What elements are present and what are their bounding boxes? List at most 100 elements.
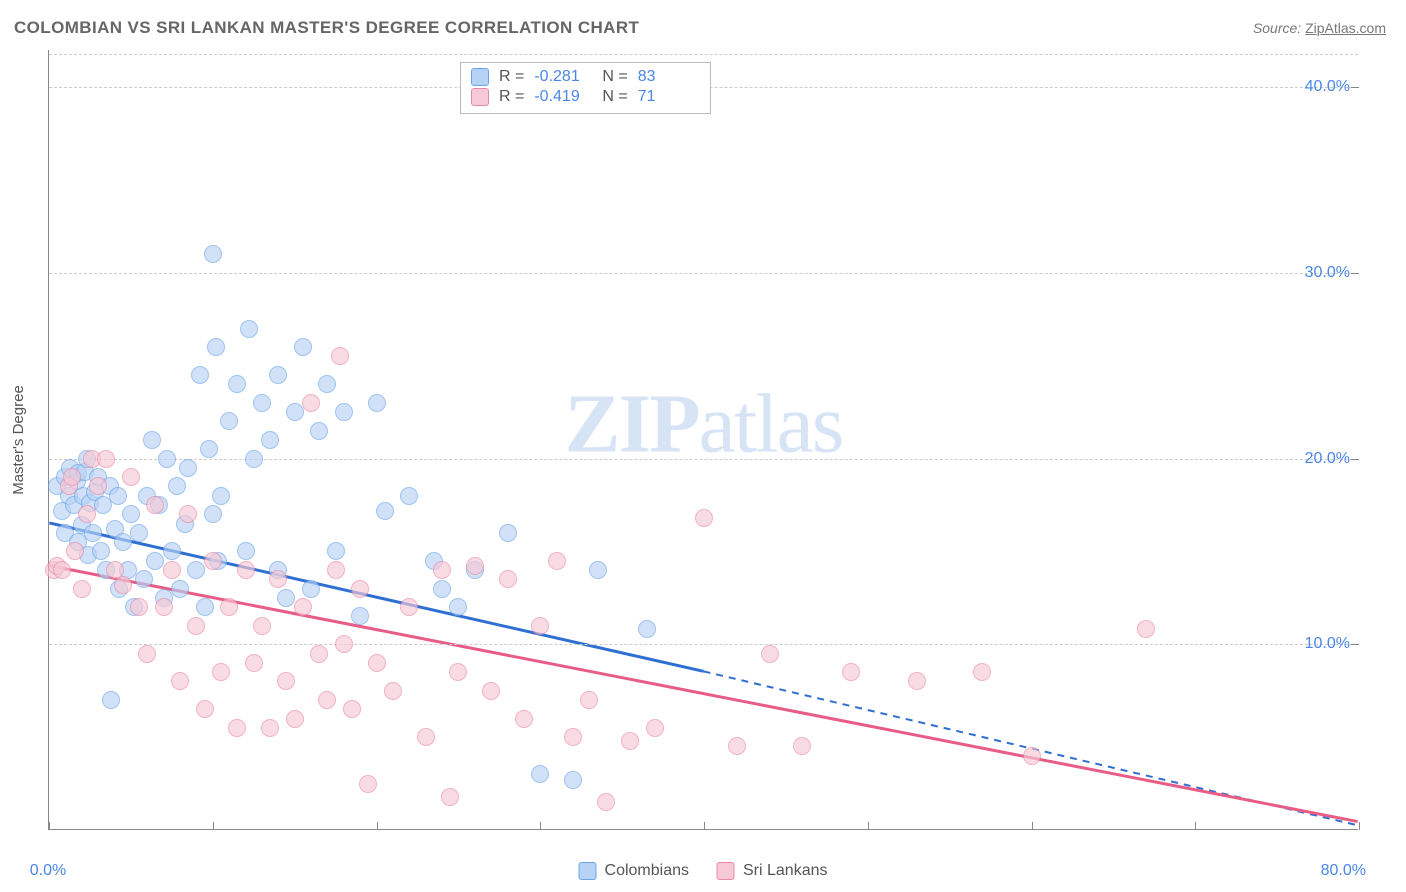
data-point-srilankans [187, 617, 205, 635]
r-value: -0.281 [534, 68, 592, 86]
data-point-srilankans [531, 617, 549, 635]
source-attribution: Source: ZipAtlas.com [1253, 20, 1386, 36]
gridline [49, 54, 1358, 55]
data-point-colombians [135, 570, 153, 588]
data-point-srilankans [973, 663, 991, 681]
x-axis-min-label: 0.0% [30, 862, 66, 880]
data-point-srilankans [351, 580, 369, 598]
n-value: 71 [638, 88, 696, 106]
data-point-srilankans [564, 728, 582, 746]
chart-title: COLOMBIAN VS SRI LANKAN MASTER'S DEGREE … [14, 18, 639, 38]
r-label: R = [499, 88, 524, 106]
data-point-colombians [269, 366, 287, 384]
data-point-colombians [212, 487, 230, 505]
data-point-srilankans [89, 477, 107, 495]
watermark-bold: ZIP [565, 377, 699, 470]
data-point-srilankans [253, 617, 271, 635]
data-point-srilankans [114, 576, 132, 594]
x-tick-mark [1032, 822, 1033, 830]
r-label: R = [499, 68, 524, 86]
source-label: Source: [1253, 20, 1301, 36]
legend-label: Sri Lankans [743, 862, 828, 880]
data-point-colombians [158, 450, 176, 468]
data-point-srilankans [433, 561, 451, 579]
data-point-srilankans [97, 450, 115, 468]
data-point-srilankans [63, 468, 81, 486]
data-point-colombians [196, 598, 214, 616]
data-point-colombians [253, 394, 271, 412]
data-point-srilankans [515, 710, 533, 728]
data-point-srilankans [793, 737, 811, 755]
data-point-colombians [294, 338, 312, 356]
y-tick-label: 20.0% [1305, 450, 1350, 468]
data-point-colombians [351, 607, 369, 625]
x-tick-mark [213, 822, 214, 830]
data-point-colombians [92, 542, 110, 560]
swatch-icon [471, 88, 489, 106]
data-point-srilankans [1023, 747, 1041, 765]
data-point-srilankans [335, 635, 353, 653]
data-point-colombians [109, 487, 127, 505]
swatch-icon [579, 862, 597, 880]
data-point-srilankans [499, 570, 517, 588]
x-tick-mark [49, 822, 50, 830]
data-point-colombians [240, 320, 258, 338]
data-point-colombians [433, 580, 451, 598]
data-point-colombians [171, 580, 189, 598]
data-point-colombians [130, 524, 148, 542]
data-point-colombians [327, 542, 345, 560]
data-point-colombians [204, 245, 222, 263]
data-point-srilankans [331, 347, 349, 365]
data-point-srilankans [179, 505, 197, 523]
data-point-colombians [207, 338, 225, 356]
n-label: N = [602, 88, 627, 106]
data-point-srilankans [171, 672, 189, 690]
swatch-icon [471, 68, 489, 86]
data-point-srilankans [122, 468, 140, 486]
data-point-srilankans [580, 691, 598, 709]
y-tick-mark [1351, 87, 1359, 88]
legend-item-srilankans: Sri Lankans [717, 862, 828, 880]
data-point-srilankans [146, 496, 164, 514]
data-point-colombians [102, 691, 120, 709]
data-point-srilankans [163, 561, 181, 579]
data-point-colombians [204, 505, 222, 523]
x-tick-mark [540, 822, 541, 830]
data-point-srilankans [196, 700, 214, 718]
data-point-srilankans [237, 561, 255, 579]
data-point-colombians [84, 524, 102, 542]
data-point-srilankans [621, 732, 639, 750]
data-point-srilankans [53, 561, 71, 579]
x-tick-mark [868, 822, 869, 830]
data-point-colombians [277, 589, 295, 607]
gridline [49, 644, 1358, 645]
data-point-srilankans [761, 645, 779, 663]
data-point-srilankans [597, 793, 615, 811]
data-point-srilankans [318, 691, 336, 709]
data-point-colombians [187, 561, 205, 579]
data-point-srilankans [908, 672, 926, 690]
data-point-colombians [191, 366, 209, 384]
data-point-srilankans [269, 570, 287, 588]
legend-label: Colombians [605, 862, 689, 880]
series-legend: Colombians Sri Lankans [579, 862, 828, 880]
data-point-srilankans [302, 394, 320, 412]
data-point-colombians [143, 431, 161, 449]
data-point-srilankans [78, 505, 96, 523]
data-point-srilankans [482, 682, 500, 700]
data-point-colombians [302, 580, 320, 598]
data-point-srilankans [204, 552, 222, 570]
data-point-colombians [245, 450, 263, 468]
data-point-colombians [220, 412, 238, 430]
y-tick-label: 30.0% [1305, 264, 1350, 282]
data-point-srilankans [261, 719, 279, 737]
gridline [49, 273, 1358, 274]
data-point-srilankans [73, 580, 91, 598]
data-point-colombians [200, 440, 218, 458]
data-point-srilankans [368, 654, 386, 672]
data-point-srilankans [66, 542, 84, 560]
data-point-srilankans [695, 509, 713, 527]
data-point-colombians [531, 765, 549, 783]
data-point-colombians [589, 561, 607, 579]
data-point-srilankans [327, 561, 345, 579]
